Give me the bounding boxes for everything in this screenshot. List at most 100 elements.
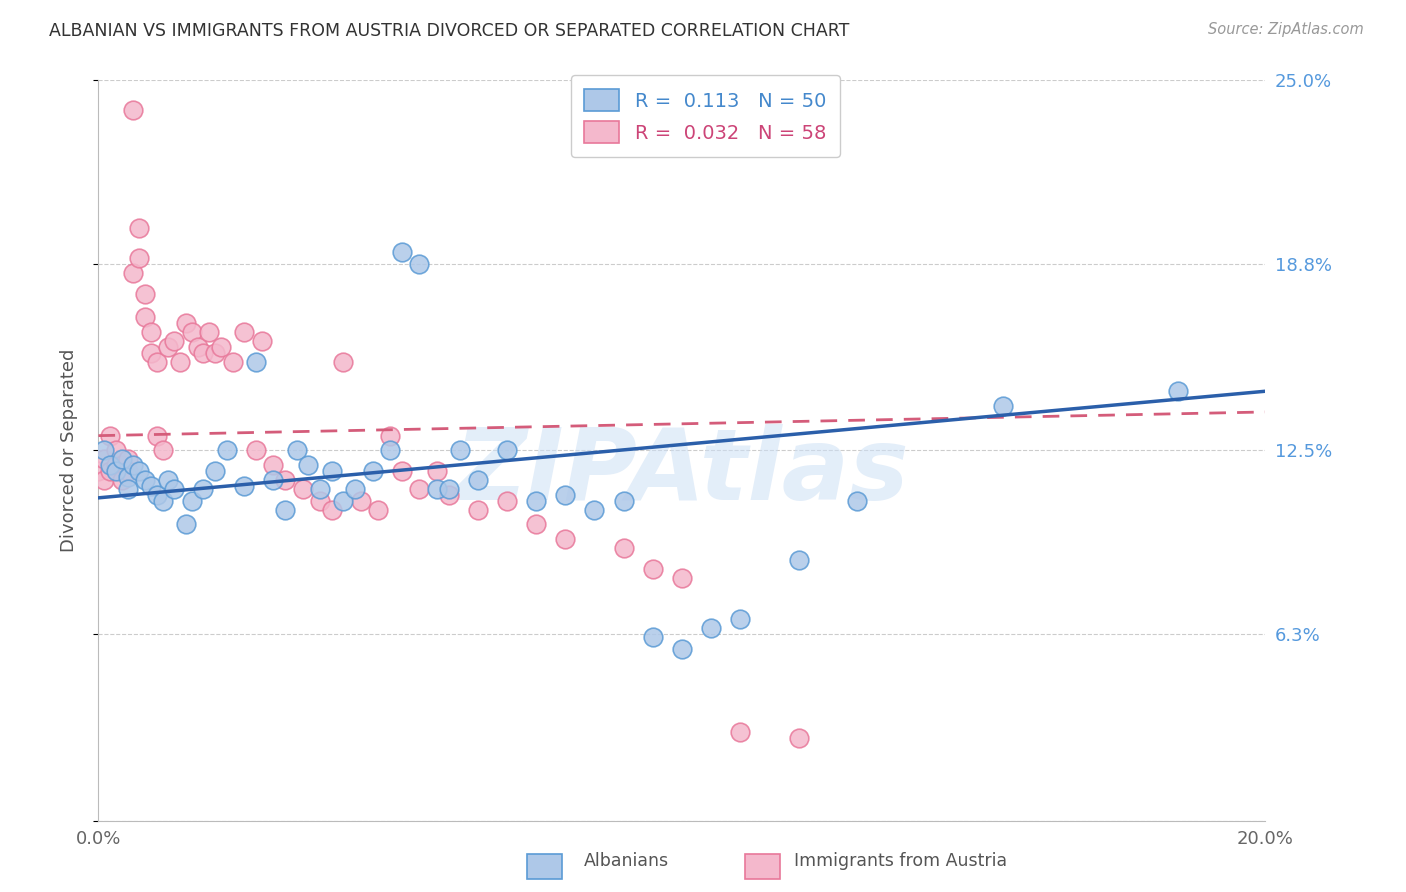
Point: [122, 458, 145, 473]
Point: [111, 473, 134, 487]
Point: [467, 473, 489, 487]
Point: [496, 443, 519, 458]
Point: [146, 428, 169, 442]
Point: [104, 458, 127, 473]
Point: [128, 221, 150, 235]
Point: [437, 482, 460, 496]
Point: [104, 443, 127, 458]
Point: [332, 493, 354, 508]
Point: [361, 464, 384, 478]
Y-axis label: Divorced or Separated: Divorced or Separated: [59, 349, 77, 552]
Point: [583, 502, 606, 516]
Point: [524, 517, 547, 532]
Point: [98, 458, 121, 473]
Point: [262, 473, 284, 487]
Point: [93, 473, 115, 487]
Point: [122, 103, 145, 117]
Point: [134, 286, 156, 301]
Point: [157, 473, 180, 487]
Point: [321, 502, 343, 516]
Point: [641, 630, 664, 644]
Point: [139, 479, 162, 493]
Point: [193, 482, 215, 496]
Point: [122, 266, 145, 280]
Point: [204, 464, 226, 478]
Point: [380, 428, 402, 442]
Point: [367, 502, 389, 516]
Point: [134, 473, 156, 487]
Point: [93, 443, 115, 458]
Point: [221, 354, 243, 368]
Point: [437, 488, 460, 502]
Point: [612, 493, 634, 508]
Point: [449, 443, 471, 458]
Point: [787, 731, 810, 745]
Text: ZIPAtlas: ZIPAtlas: [454, 425, 910, 521]
Point: [291, 482, 314, 496]
Point: [309, 493, 332, 508]
Point: [787, 553, 810, 567]
Point: [408, 482, 430, 496]
Point: [250, 334, 273, 348]
Point: [111, 458, 134, 473]
Text: Albanians: Albanians: [583, 852, 669, 870]
Point: [321, 464, 343, 478]
Point: [128, 464, 150, 478]
Point: [98, 428, 121, 442]
Point: [233, 479, 256, 493]
Point: [111, 452, 134, 467]
Point: [274, 502, 297, 516]
Point: [180, 325, 202, 339]
Point: [332, 354, 354, 368]
Point: [134, 310, 156, 325]
Point: [1167, 384, 1189, 399]
Point: [467, 502, 489, 516]
Point: [117, 470, 139, 484]
Point: [671, 641, 693, 656]
Point: [163, 482, 186, 496]
Point: [139, 345, 162, 359]
Point: [245, 354, 267, 368]
Point: [117, 464, 139, 478]
Point: [391, 245, 413, 260]
Point: [350, 493, 373, 508]
Point: [262, 458, 284, 473]
Point: [117, 452, 139, 467]
Point: [187, 340, 209, 354]
Point: [152, 493, 174, 508]
Point: [297, 458, 319, 473]
Point: [104, 464, 127, 478]
Point: [215, 443, 238, 458]
Point: [991, 399, 1014, 413]
Point: [117, 482, 139, 496]
Point: [98, 464, 121, 478]
Point: [846, 493, 869, 508]
Point: [285, 443, 308, 458]
Point: [245, 443, 267, 458]
Point: [426, 482, 449, 496]
Point: [641, 562, 664, 576]
Point: [554, 488, 576, 502]
Point: [554, 533, 576, 547]
Point: [700, 621, 723, 635]
Text: Source: ZipAtlas.com: Source: ZipAtlas.com: [1208, 22, 1364, 37]
Point: [730, 612, 752, 626]
Point: [174, 316, 197, 330]
Point: [730, 724, 752, 739]
Point: [426, 464, 449, 478]
Point: [309, 482, 332, 496]
Point: [87, 464, 110, 478]
Point: [671, 571, 693, 585]
Point: [93, 452, 115, 467]
Point: [128, 251, 150, 265]
Point: [524, 493, 547, 508]
Text: Immigrants from Austria: Immigrants from Austria: [794, 852, 1008, 870]
Point: [391, 464, 413, 478]
Point: [274, 473, 297, 487]
Point: [496, 493, 519, 508]
Point: [380, 443, 402, 458]
Point: [157, 340, 180, 354]
Point: [139, 325, 162, 339]
Point: [408, 257, 430, 271]
Point: [180, 493, 202, 508]
